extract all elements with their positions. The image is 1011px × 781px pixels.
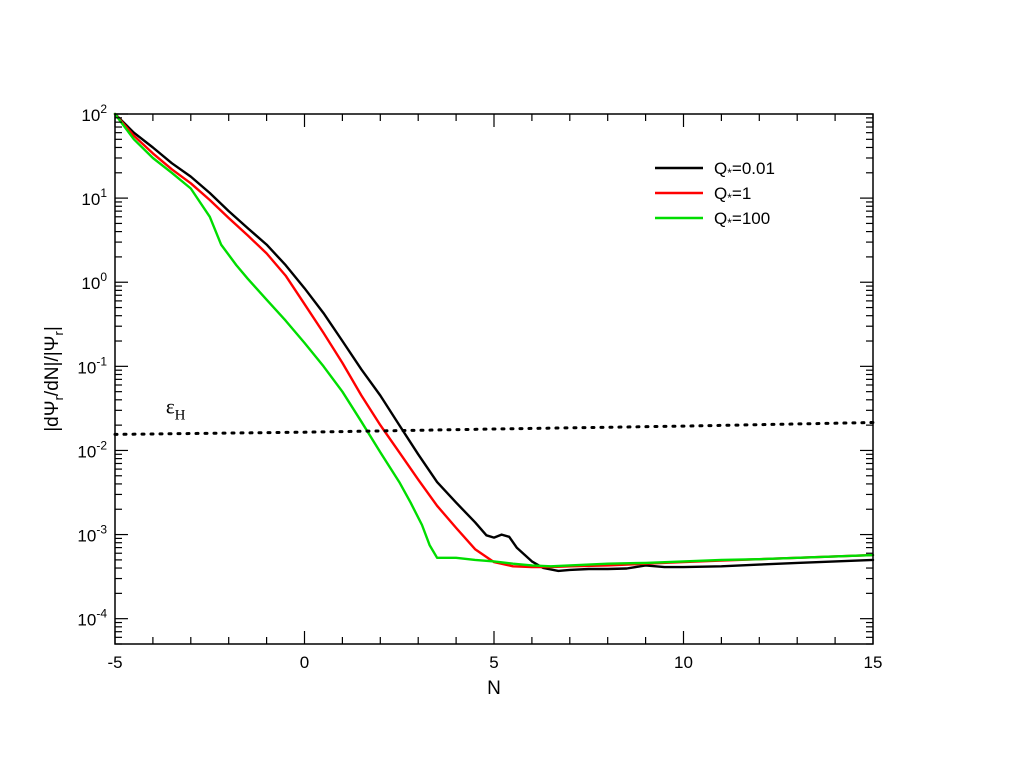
y-tick-label: 101	[81, 186, 107, 209]
y-axis-title-part-1: |dΨ	[42, 400, 63, 431]
legend-label: Q*=100	[714, 209, 770, 230]
x-tick-label: 15	[864, 653, 883, 672]
ticks-layer	[114, 113, 874, 645]
y-tick-label: 10-2	[77, 438, 107, 461]
tick-labels: -5 0 5 10 15 10-4 10-3 10-2 10-1 100 101 102	[77, 102, 882, 672]
y-axis-title-sub-2: r	[51, 330, 66, 335]
y-axis-title-part-3: |	[42, 326, 63, 331]
series-layer	[113, 112, 875, 573]
y-axis-title: |dΨr/dN|/|Ψr|	[42, 326, 66, 432]
series-line-2	[113, 112, 875, 568]
y-axis-title-sub-1: r	[51, 395, 66, 400]
y-tick-label: 10-4	[77, 607, 107, 630]
y-tick-label: 102	[81, 102, 107, 125]
legend-label: Q*=0.01	[714, 159, 775, 180]
y-tick-label: 10-3	[77, 523, 107, 546]
legend: Q*=0.01 Q*=1 Q*=100	[655, 159, 775, 230]
y-axis-title-part-2: /dN|/|Ψ	[42, 335, 63, 396]
epsilon-h-label: εH	[166, 395, 186, 424]
y-tick-label: 100	[81, 270, 107, 293]
x-tick-label: -5	[107, 653, 122, 672]
x-axis-title: N	[487, 678, 501, 699]
x-tick-label: 0	[300, 653, 309, 672]
series-line-3	[113, 421, 875, 436]
y-tick-label: 10-1	[77, 354, 107, 377]
series-line-0	[113, 112, 875, 573]
x-tick-label: 10	[674, 653, 693, 672]
annotations: εH	[166, 395, 186, 424]
x-tick-label: 5	[489, 653, 498, 672]
legend-label: Q*=1	[714, 184, 751, 205]
